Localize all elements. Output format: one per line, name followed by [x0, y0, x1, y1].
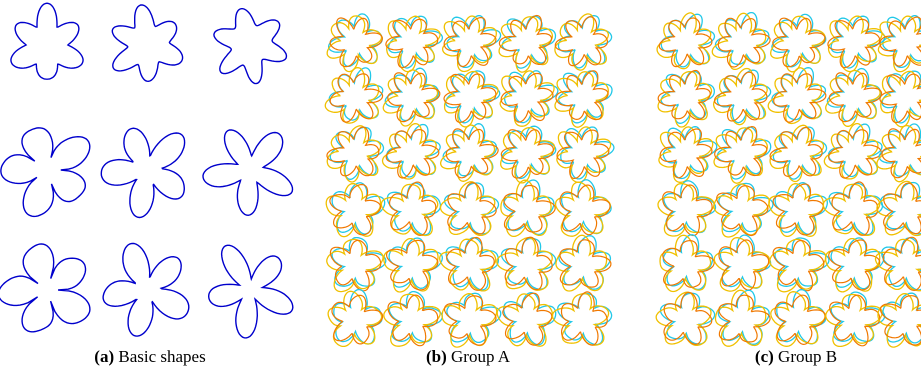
shape-outline	[209, 245, 293, 338]
caption-text: Group A	[451, 347, 511, 366]
shape-outline	[214, 9, 287, 84]
shape-outline	[101, 128, 184, 217]
shape-outline	[658, 72, 711, 127]
shape-outline	[327, 126, 380, 182]
shape-outline	[447, 293, 501, 342]
shape-outline	[446, 238, 498, 290]
shape-outline	[775, 238, 829, 286]
shape-outline	[441, 125, 495, 181]
shape-outline	[712, 13, 765, 69]
shapes	[0, 3, 921, 347]
caption-text: Basic shapes	[118, 347, 205, 366]
caption-b: (b) Group A	[426, 347, 511, 366]
shape-outline	[11, 3, 83, 79]
shape-outline	[103, 243, 189, 336]
caption-label: (c)	[755, 347, 774, 366]
shape-outline	[388, 73, 440, 122]
shape-outline	[718, 18, 770, 67]
shape-outline	[659, 18, 712, 67]
shape-outline	[112, 5, 182, 81]
shape-outline	[884, 183, 921, 234]
shape-outline	[878, 294, 921, 348]
shape-outline	[664, 181, 716, 233]
shape-outline	[770, 125, 823, 181]
shape-outline	[386, 19, 438, 67]
shape-outline	[504, 293, 556, 345]
shape-outline	[829, 73, 881, 122]
shape-outline	[663, 241, 714, 288]
shape-outline	[203, 130, 293, 215]
caption-label: (b)	[426, 347, 447, 366]
shape-outline	[719, 183, 773, 231]
figure: (a) Basic shapes (b) Group A (c) Group B	[0, 0, 921, 376]
shape-outline	[389, 238, 442, 288]
shape-outline	[831, 238, 884, 289]
caption-c: (c) Group B	[755, 347, 837, 366]
shape-outline	[831, 292, 884, 341]
shape-outline	[562, 180, 612, 234]
caption-a: (a) Basic shapes	[94, 347, 205, 366]
shape-outline	[0, 244, 90, 332]
caption-label: (a)	[94, 347, 114, 366]
shape-outline	[441, 182, 495, 236]
shape-outline	[332, 238, 386, 287]
shape-outline	[444, 74, 496, 122]
shape-outline	[389, 292, 442, 342]
shape-outline	[720, 235, 770, 288]
shape-outline	[446, 129, 498, 178]
shape-outline	[443, 16, 497, 72]
shape-outline	[775, 183, 827, 235]
shape-outline	[332, 183, 385, 234]
caption-text: Group B	[778, 347, 837, 366]
shape-outline	[769, 184, 824, 237]
shape-outline	[876, 239, 921, 290]
shape-outline	[1, 128, 90, 217]
page: (a) Basic shapes (b) Group A (c) Group B…	[0, 0, 921, 376]
shape-outline	[877, 126, 921, 182]
